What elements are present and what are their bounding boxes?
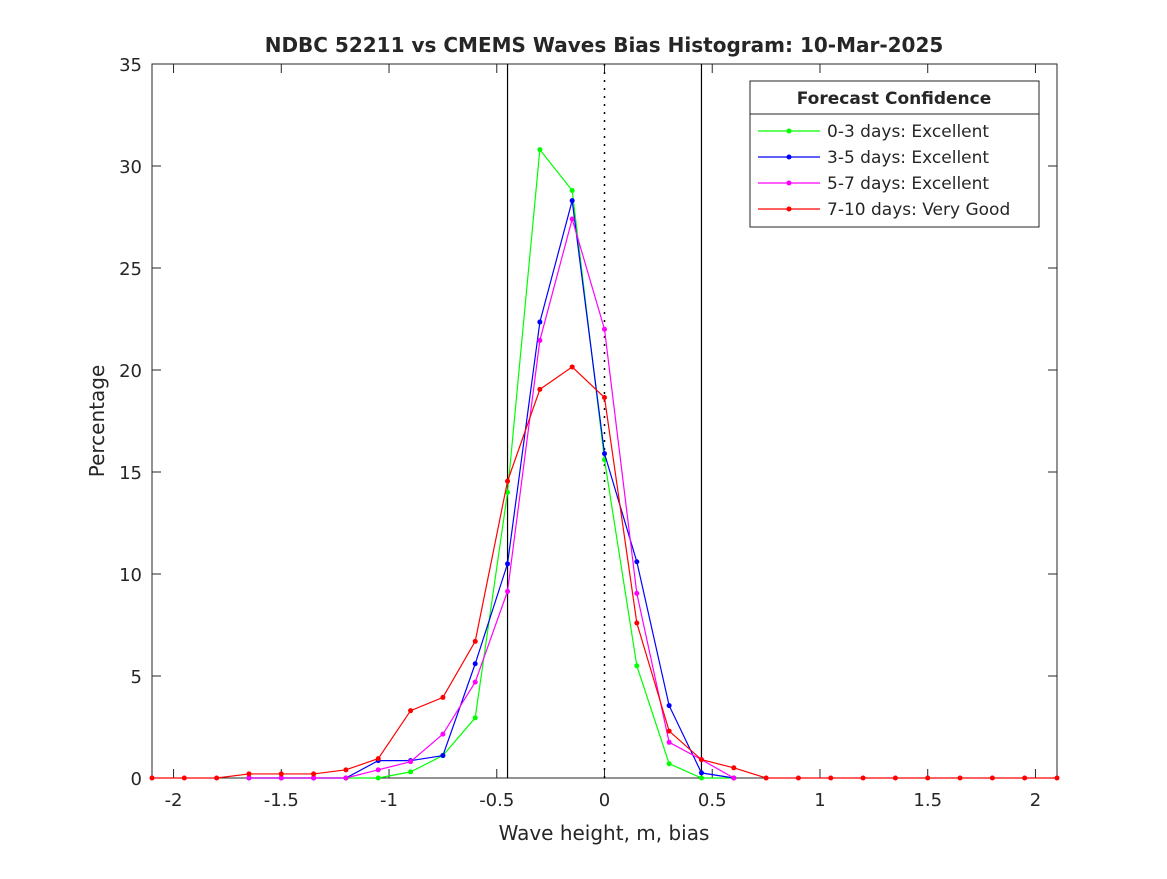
data-point <box>569 216 575 222</box>
x-tick-label: 2 <box>1030 790 1041 811</box>
legend-box <box>749 80 1040 228</box>
data-point <box>892 775 898 781</box>
y-tick-label: 30 <box>119 157 142 178</box>
data-point <box>537 386 543 392</box>
data-point <box>246 771 252 777</box>
legend-swatch-marker <box>786 154 792 160</box>
data-point <box>957 775 963 781</box>
data-point <box>181 775 187 781</box>
data-point <box>472 679 478 685</box>
data-point <box>343 775 349 781</box>
x-tick-label: 1 <box>814 790 825 811</box>
data-point <box>698 757 704 763</box>
data-point <box>505 588 511 594</box>
data-point <box>602 395 607 401</box>
data-point <box>731 775 737 781</box>
data-point <box>634 663 640 669</box>
data-point <box>989 775 995 781</box>
data-point <box>408 759 414 765</box>
legend-entry-label: 7-10 days: Very Good <box>827 200 1010 220</box>
x-tick-label: 0 <box>599 790 610 811</box>
legend-swatch-marker <box>786 128 792 134</box>
legend-title: Forecast Confidence <box>797 89 992 109</box>
data-point <box>1022 775 1028 781</box>
data-point <box>666 703 672 709</box>
data-point <box>311 771 317 777</box>
x-axis-label: Wave height, m, bias <box>499 821 710 845</box>
data-point <box>505 561 511 567</box>
data-point <box>537 319 543 325</box>
x-tick-label: -1.5 <box>264 790 299 811</box>
legend-entry-label: 5-7 days: Excellent <box>827 174 989 194</box>
y-tick-label: 0 <box>131 769 142 790</box>
data-point <box>1054 775 1060 781</box>
data-point <box>472 661 478 667</box>
data-point <box>408 708 414 714</box>
data-point <box>634 590 640 596</box>
data-point <box>666 739 672 745</box>
data-point <box>440 694 446 700</box>
data-point <box>472 715 478 721</box>
data-point <box>569 198 575 204</box>
data-point <box>343 767 349 773</box>
data-point <box>149 775 155 781</box>
data-point <box>634 559 640 565</box>
data-point <box>602 326 607 332</box>
y-tick-label: 15 <box>119 463 142 484</box>
data-point <box>472 638 478 644</box>
data-point <box>925 775 931 781</box>
y-axis-label: Percentage <box>85 365 109 478</box>
data-point <box>569 364 575 370</box>
chart-title: NDBC 52211 vs CMEMS Waves Bias Histogram… <box>265 33 944 57</box>
x-tick-label: 1.5 <box>913 790 942 811</box>
data-point <box>860 775 866 781</box>
data-point <box>795 775 801 781</box>
y-tick-label: 35 <box>119 55 142 76</box>
data-point <box>505 489 511 495</box>
data-point <box>569 187 575 193</box>
legend: Forecast Confidence 0-3 days: Excellent 3… <box>749 80 1040 228</box>
data-point <box>246 775 252 781</box>
data-point <box>214 775 220 781</box>
data-point <box>828 775 834 781</box>
legend-swatch-marker <box>786 206 792 212</box>
data-point <box>537 337 543 343</box>
series-4 <box>149 364 1060 781</box>
data-point <box>634 620 640 626</box>
legend-entry-label: 3-5 days: Excellent <box>827 148 989 168</box>
data-point <box>698 770 704 776</box>
data-point <box>602 451 607 457</box>
x-tick-label: -2 <box>165 790 183 811</box>
data-point <box>440 753 446 759</box>
data-point <box>375 756 381 762</box>
data-point <box>375 775 381 781</box>
data-point <box>505 478 511 484</box>
y-tick-label: 5 <box>131 667 142 688</box>
data-point <box>375 767 381 773</box>
series-line <box>248 216 735 779</box>
x-tick-label: -0.5 <box>479 790 514 811</box>
y-tick-label: 25 <box>119 259 142 280</box>
legend-swatch-marker <box>786 180 792 186</box>
data-point <box>278 775 284 781</box>
legend-entry-label: 0-3 days: Excellent <box>827 122 989 142</box>
data-point <box>408 769 414 775</box>
x-tick-label: -1 <box>380 790 398 811</box>
data-point <box>666 761 672 767</box>
data-point <box>311 775 317 781</box>
data-point <box>763 775 769 781</box>
data-point <box>278 771 284 777</box>
y-tick-label: 20 <box>119 361 142 382</box>
data-point <box>440 731 446 737</box>
x-tick-label: 0.5 <box>698 790 727 811</box>
data-point <box>731 765 737 771</box>
y-tick-label: 10 <box>119 565 142 586</box>
data-point <box>666 728 672 734</box>
data-point <box>537 147 543 153</box>
data-point <box>698 775 704 781</box>
